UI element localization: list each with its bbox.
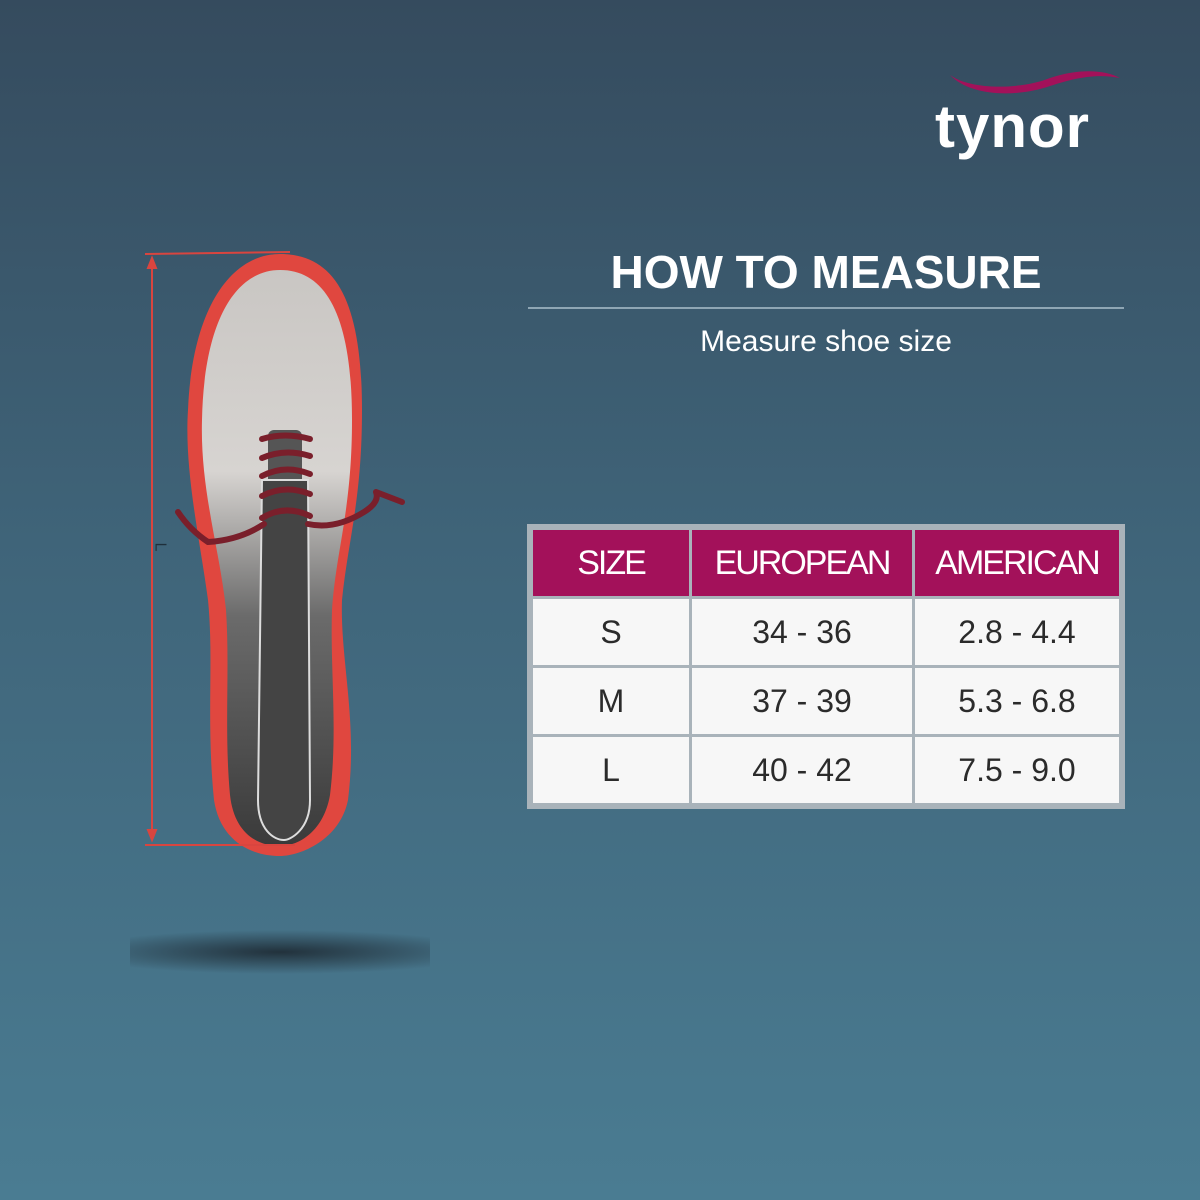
shoe-shadow xyxy=(130,930,430,974)
table-header-row: SIZE EUROPEAN AMERICAN xyxy=(530,527,1122,599)
table-row: L 40 - 42 7.5 - 9.0 xyxy=(530,734,1122,806)
table-row: S 34 - 36 2.8 - 4.4 xyxy=(530,596,1122,668)
european-cell: 34 - 36 xyxy=(689,596,915,668)
header-american: AMERICAN xyxy=(912,527,1122,599)
size-cell: S xyxy=(530,596,692,668)
size-cell: M xyxy=(530,665,692,737)
table-row: M 37 - 39 5.3 - 6.8 xyxy=(530,665,1122,737)
measure-arrow-icon xyxy=(144,251,295,846)
american-cell: 5.3 - 6.8 xyxy=(912,665,1122,737)
length-label: L xyxy=(151,542,169,552)
shoe-illustration xyxy=(130,251,430,974)
header-european: EUROPEAN xyxy=(689,527,915,599)
size-cell: L xyxy=(530,734,692,806)
american-cell: 7.5 - 9.0 xyxy=(912,734,1122,806)
size-chart-table: SIZE EUROPEAN AMERICAN S 34 - 36 2.8 - 4… xyxy=(530,527,1122,806)
page-title: HOW TO MEASURE xyxy=(610,246,1042,298)
brand-logo: tynor xyxy=(935,93,1090,160)
shoe-icon xyxy=(175,254,405,856)
header-size: SIZE xyxy=(530,527,692,599)
title-divider xyxy=(528,307,1124,309)
tynor-logo-swoosh-icon xyxy=(950,71,1120,94)
european-cell: 37 - 39 xyxy=(689,665,915,737)
american-cell: 2.8 - 4.4 xyxy=(912,596,1122,668)
page-subtitle: Measure shoe size xyxy=(700,325,952,358)
european-cell: 40 - 42 xyxy=(689,734,915,806)
